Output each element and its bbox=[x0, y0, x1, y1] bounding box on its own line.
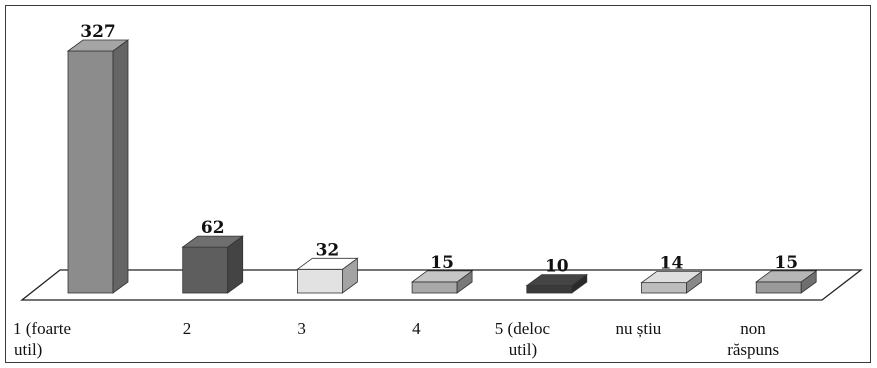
bar-top-face bbox=[410, 270, 474, 283]
bar-top-face bbox=[754, 270, 818, 283]
category-label: non răspuns bbox=[727, 319, 779, 359]
category-label: 2 bbox=[183, 319, 192, 338]
bar-top-face bbox=[296, 257, 359, 270]
bar-side-face bbox=[112, 39, 129, 294]
bar-7 bbox=[754, 270, 818, 294]
category-label: 1 (foarte util) bbox=[13, 319, 71, 359]
bar-top-face bbox=[640, 271, 703, 284]
category-label: 3 bbox=[297, 319, 306, 338]
bar-front-face bbox=[411, 281, 458, 294]
bar-4 bbox=[410, 270, 474, 294]
bar-front-face bbox=[67, 50, 114, 294]
bar-1 bbox=[66, 39, 130, 294]
bar-front-face bbox=[755, 281, 802, 294]
chart-frame bbox=[5, 5, 871, 363]
bar-top-face bbox=[525, 274, 589, 286]
category-label: 5 (deloc util) bbox=[495, 319, 551, 359]
value-label: 15 bbox=[774, 253, 798, 273]
bar-2 bbox=[181, 235, 244, 294]
value-label: 62 bbox=[201, 218, 225, 238]
bar-front-face bbox=[641, 282, 687, 294]
bar-front-face bbox=[182, 246, 229, 294]
bar-front-face bbox=[296, 268, 343, 294]
bar-3 bbox=[296, 257, 359, 294]
value-label: 14 bbox=[660, 254, 684, 274]
value-label: 10 bbox=[545, 257, 569, 277]
bar-5 bbox=[525, 273, 589, 294]
category-label: nu știu bbox=[616, 319, 662, 338]
value-label: 32 bbox=[316, 240, 340, 260]
bar-top-face bbox=[181, 235, 244, 248]
bar-top-face bbox=[66, 39, 130, 52]
value-label: 15 bbox=[430, 253, 454, 273]
bar-6 bbox=[640, 270, 703, 294]
bar-front-face bbox=[526, 285, 573, 294]
value-label: 327 bbox=[80, 22, 116, 42]
category-label: 4 bbox=[412, 319, 421, 338]
